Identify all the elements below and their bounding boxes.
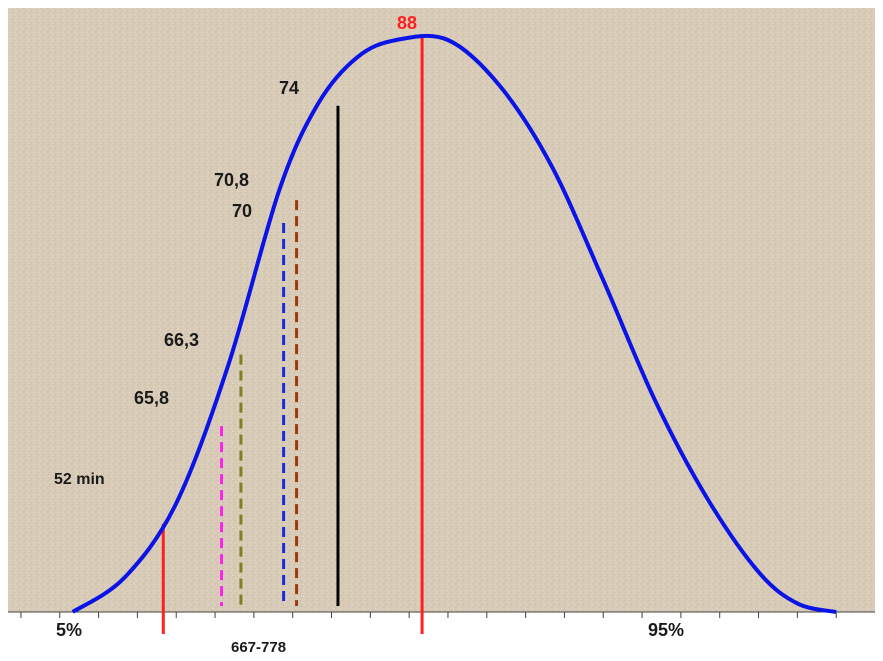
distribution-curve <box>71 33 837 614</box>
marker-label-70-8: 70,8 <box>214 170 249 190</box>
marker-label-74: 74 <box>279 78 299 98</box>
x-label-p95: 95% <box>648 620 684 640</box>
marker-label-65-8: 65,8 <box>134 388 169 408</box>
plot-background <box>8 8 875 612</box>
marker-label-88: 88 <box>397 13 417 33</box>
marker-label-70: 70 <box>232 201 252 221</box>
marker-label-52min: 52 min <box>54 471 105 488</box>
x-label-range: 667-778 <box>231 639 286 656</box>
marker-label-66-3: 66,3 <box>164 330 199 350</box>
x-label-p5: 5% <box>56 620 82 640</box>
